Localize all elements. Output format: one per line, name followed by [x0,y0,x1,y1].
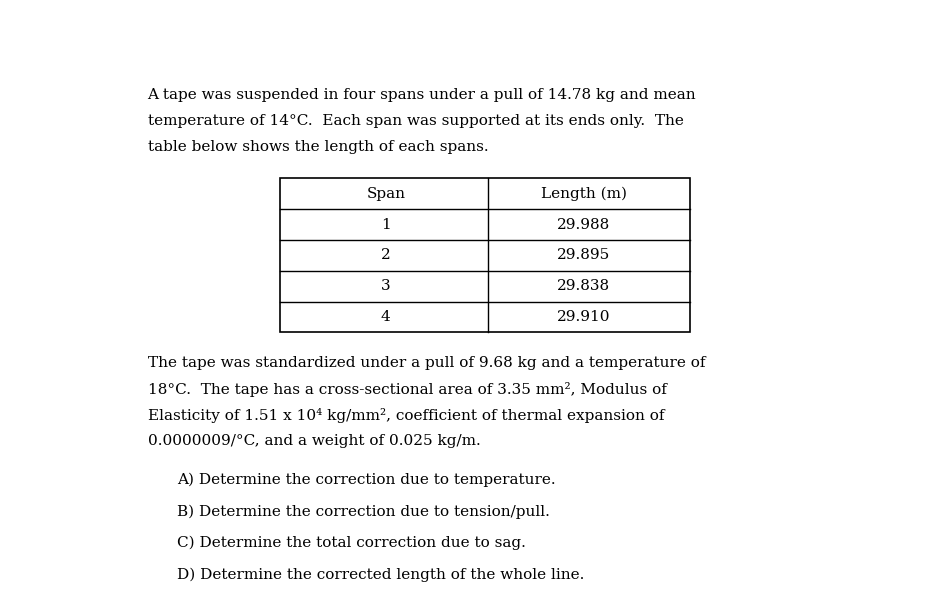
Text: 29.895: 29.895 [557,248,610,262]
Text: Length (m): Length (m) [541,187,627,201]
Text: 18°C.  The tape has a cross-sectional area of 3.35 mm², Modulus of: 18°C. The tape has a cross-sectional are… [148,382,666,397]
Text: 1: 1 [381,217,391,232]
Text: 4: 4 [381,310,391,324]
Text: 3: 3 [381,279,391,293]
Text: A tape was suspended in four spans under a pull of 14.78 kg and mean: A tape was suspended in four spans under… [148,88,696,102]
Text: B) Determine the correction due to tension/pull.: B) Determine the correction due to tensi… [177,504,550,519]
Text: 29.988: 29.988 [557,217,610,232]
Text: 29.838: 29.838 [557,279,610,293]
Text: 29.910: 29.910 [557,310,610,324]
Text: A) Determine the correction due to temperature.: A) Determine the correction due to tempe… [177,472,555,487]
Text: temperature of 14°C.  Each span was supported at its ends only.  The: temperature of 14°C. Each span was suppo… [148,114,683,128]
Text: D) Determine the corrected length of the whole line.: D) Determine the corrected length of the… [177,568,585,582]
Text: C) Determine the total correction due to sag.: C) Determine the total correction due to… [177,536,526,550]
Text: Elasticity of 1.51 x 10⁴ kg/mm², coefficient of thermal expansion of: Elasticity of 1.51 x 10⁴ kg/mm², coeffic… [148,408,664,423]
Text: 2: 2 [381,248,391,262]
Text: Span: Span [366,187,405,201]
Text: table below shows the length of each spans.: table below shows the length of each spa… [148,140,488,155]
Text: The tape was standardized under a pull of 9.68 kg and a temperature of: The tape was standardized under a pull o… [148,356,705,370]
Text: 0.0000009/°C, and a weight of 0.025 kg/m.: 0.0000009/°C, and a weight of 0.025 kg/m… [148,434,481,448]
